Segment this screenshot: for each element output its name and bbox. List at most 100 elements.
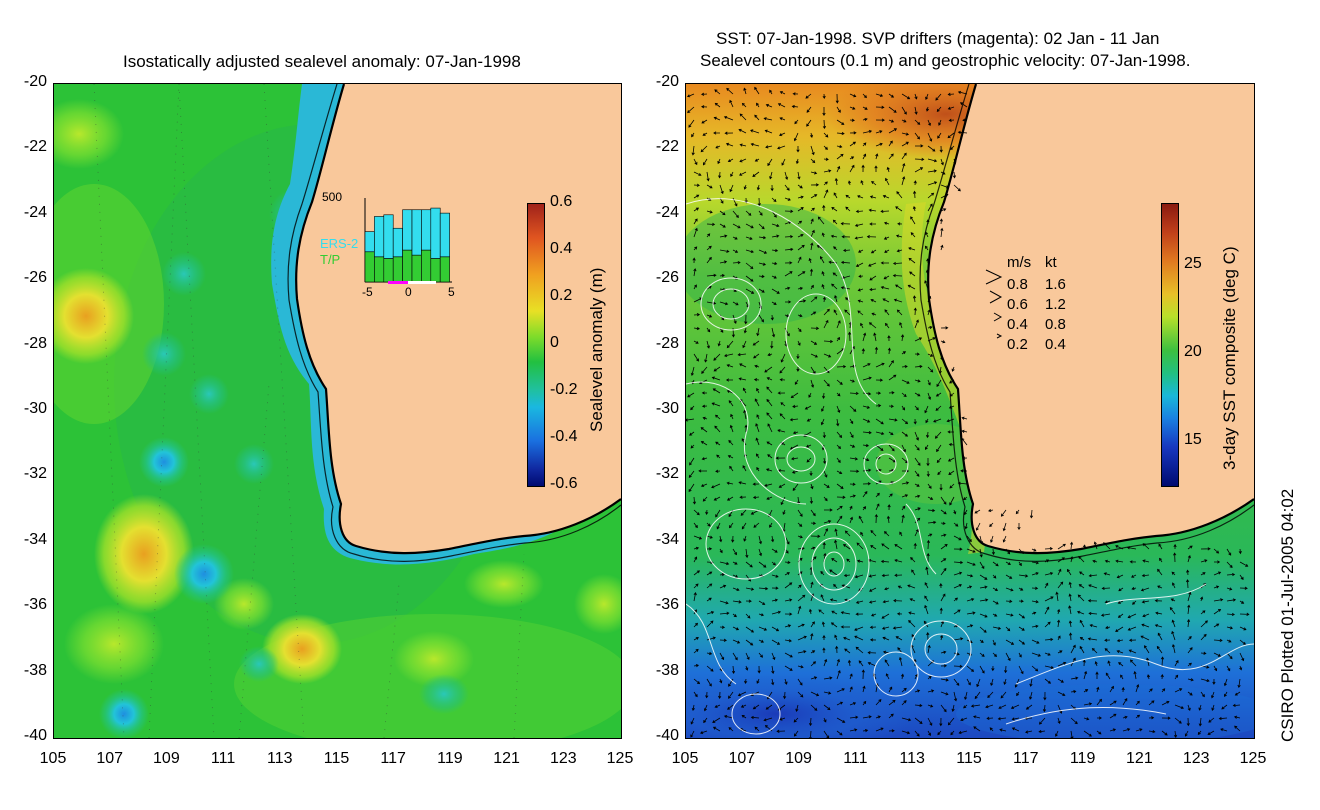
velocity-vector <box>713 366 721 372</box>
velocity-vector <box>926 470 930 477</box>
velocity-vector <box>693 622 699 628</box>
velocity-vector <box>820 256 825 264</box>
velocity-vector <box>797 171 801 180</box>
velocity-vector <box>1224 691 1228 698</box>
velocity-vector <box>1226 548 1232 556</box>
velocity-vector <box>732 574 739 578</box>
velocity-vector <box>861 164 865 173</box>
velocity-vector <box>1226 665 1231 672</box>
velocity-vector <box>784 560 791 564</box>
velocity-vector <box>810 546 816 550</box>
velocity-vector <box>771 261 778 266</box>
inset-bar-tp <box>439 256 450 283</box>
velocity-vector <box>688 470 695 479</box>
velocity-vector <box>816 245 825 251</box>
velocity-vector <box>849 715 859 719</box>
velocity-vector <box>766 398 773 407</box>
velocity-vector <box>953 522 959 527</box>
colorbar-tick-label: 15 <box>1184 430 1202 448</box>
velocity-vector <box>726 496 734 501</box>
velocity-vector <box>810 633 814 641</box>
velocity-vector <box>912 205 917 212</box>
velocity-vector <box>738 377 747 381</box>
velocity-vector <box>1239 600 1245 604</box>
velocity-vector <box>766 496 773 500</box>
velocity-vector <box>797 220 803 225</box>
velocity-legend-header-kt: kt <box>1045 254 1057 271</box>
velocity-vector <box>718 171 722 179</box>
velocity-vector <box>764 366 773 373</box>
velocity-vector <box>763 717 773 722</box>
velocity-vector <box>706 184 713 189</box>
velocity-vector <box>719 535 723 543</box>
velocity-vector <box>797 271 806 277</box>
velocity-vector <box>833 309 838 316</box>
velocity-vector <box>1157 585 1163 589</box>
velocity-vector <box>901 687 907 693</box>
sealevel-anomaly-map-svg <box>54 84 621 738</box>
velocity-vector <box>726 390 734 394</box>
velocity-vector <box>939 583 943 589</box>
velocity-vector <box>940 567 947 576</box>
velocity-vector <box>698 469 708 473</box>
velocity-vector <box>892 261 903 266</box>
velocity-vector <box>784 598 793 602</box>
velocity-vector <box>935 405 942 411</box>
velocity-vector <box>704 353 708 363</box>
velocity-vector <box>739 158 747 163</box>
velocity-vector <box>924 604 929 615</box>
velocity-vector <box>875 727 884 732</box>
colorbar-tick-label: 20 <box>1184 342 1202 360</box>
velocity-vector <box>884 249 890 253</box>
colorbar-tick-label: 0.6 <box>550 193 573 210</box>
velocity-vector <box>895 284 903 290</box>
velocity-vector <box>1187 545 1193 550</box>
velocity-vector <box>1087 637 1098 641</box>
velocity-vector <box>896 612 903 616</box>
velocity-vector <box>1126 546 1137 550</box>
velocity-vector <box>875 492 880 498</box>
velocity-vector <box>1154 624 1163 628</box>
velocity-vector <box>836 444 842 450</box>
inset-bar-ers2 <box>402 209 413 251</box>
velocity-vector <box>927 158 938 163</box>
velocity-vector <box>947 92 955 96</box>
velocity-vector <box>979 548 983 558</box>
velocity-vector <box>1226 626 1234 630</box>
velocity-vector <box>792 404 799 409</box>
sealevel-colorbar-label: Sealevel anomaly (m) <box>587 267 606 432</box>
velocity-vector <box>745 223 754 229</box>
velocity-vector <box>728 727 734 732</box>
velocity-vector <box>836 658 840 667</box>
velocity-vector <box>855 612 864 616</box>
velocity-vector <box>717 158 721 165</box>
velocity-vector <box>901 514 905 524</box>
velocity-vector <box>706 583 713 589</box>
sst-map-svg <box>686 84 1254 738</box>
velocity-vector <box>1044 678 1052 684</box>
velocity-vector <box>1103 572 1111 576</box>
colorbar-tick-label: 0.4 <box>550 240 573 257</box>
velocity-vector <box>914 470 920 477</box>
velocity-vector <box>1104 600 1111 604</box>
velocity-vector <box>1141 600 1150 604</box>
velocity-vector <box>867 651 877 655</box>
velocity-vector <box>1133 670 1137 680</box>
inset-bar-ers2 <box>421 209 432 251</box>
velocity-vector <box>927 379 931 386</box>
velocity-vector <box>1198 717 1202 727</box>
velocity-vector <box>1198 704 1202 711</box>
velocity-vector <box>881 626 890 630</box>
velocity-vector <box>706 620 714 628</box>
velocity-vector <box>869 287 877 292</box>
velocity-vector <box>849 156 855 160</box>
velocity-vector <box>888 360 894 368</box>
velocity-vector <box>888 404 894 408</box>
velocity-vector <box>958 730 968 735</box>
velocity-vector <box>887 335 891 342</box>
velocity-vector <box>823 132 829 138</box>
velocity-vector <box>862 106 868 110</box>
velocity-vector <box>1211 704 1215 711</box>
velocity-vector <box>805 93 812 99</box>
velocity-vector <box>715 441 721 446</box>
